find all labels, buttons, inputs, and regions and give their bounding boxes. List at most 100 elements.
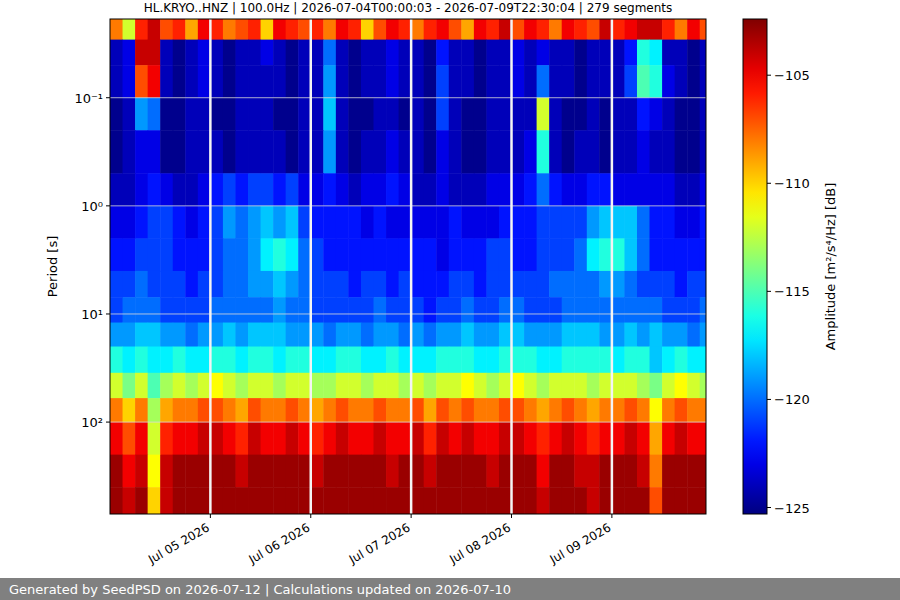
cell <box>449 40 462 66</box>
cell <box>499 373 512 399</box>
cell <box>599 422 612 455</box>
cell <box>399 487 412 514</box>
cell <box>298 98 311 131</box>
cell <box>361 271 374 298</box>
cell <box>323 19 336 40</box>
cell <box>411 173 424 206</box>
cell <box>637 455 650 488</box>
cell <box>348 65 361 98</box>
cell <box>700 65 706 98</box>
cell <box>637 297 650 323</box>
cell <box>675 422 688 455</box>
cell <box>160 347 173 374</box>
cell <box>286 398 299 422</box>
cell <box>298 206 311 239</box>
cell <box>587 455 600 488</box>
cell <box>599 40 612 66</box>
cell <box>549 19 562 40</box>
cell <box>662 323 675 347</box>
cell <box>298 398 311 422</box>
cell <box>386 487 399 514</box>
cell <box>261 19 274 40</box>
cell <box>599 347 612 374</box>
cell <box>624 323 637 347</box>
cell <box>461 173 474 206</box>
cell <box>512 297 525 323</box>
cell <box>210 173 223 206</box>
cell <box>512 373 525 399</box>
cell <box>286 347 299 374</box>
cell <box>700 422 706 455</box>
cell <box>311 65 324 98</box>
cell <box>198 487 211 514</box>
cell <box>574 323 587 347</box>
cell <box>599 323 612 347</box>
tick <box>106 97 110 98</box>
cell <box>110 323 123 347</box>
cell <box>135 487 148 514</box>
cell <box>474 455 487 488</box>
cell <box>499 271 512 298</box>
cell <box>336 40 349 66</box>
cell <box>198 65 211 98</box>
cell <box>499 130 512 174</box>
cell <box>486 238 499 271</box>
cell <box>499 98 512 131</box>
cell <box>210 455 223 488</box>
cell <box>411 455 424 488</box>
cell <box>562 347 575 374</box>
cell <box>411 238 424 271</box>
cell <box>537 206 550 239</box>
cell <box>135 455 148 488</box>
cell <box>537 98 550 131</box>
cell <box>499 398 512 422</box>
cell <box>273 98 286 131</box>
cell <box>537 271 550 298</box>
cell <box>135 19 148 40</box>
cell <box>587 347 600 374</box>
cell <box>286 65 299 98</box>
cell <box>449 65 462 98</box>
cell <box>399 238 412 271</box>
cell <box>637 487 650 514</box>
cell <box>336 19 349 40</box>
cell <box>235 422 248 455</box>
cell <box>549 398 562 422</box>
footer-bar <box>0 578 900 600</box>
cell <box>449 398 462 422</box>
cell <box>273 373 286 399</box>
cell <box>537 422 550 455</box>
cell <box>650 40 663 66</box>
cell <box>612 398 625 422</box>
cell <box>148 98 161 131</box>
cell <box>574 98 587 131</box>
cell <box>687 347 700 374</box>
cell <box>499 65 512 98</box>
cell <box>662 347 675 374</box>
cell <box>675 323 688 347</box>
cell <box>311 422 324 455</box>
cell <box>361 487 374 514</box>
grid-line <box>110 313 706 314</box>
cell <box>675 271 688 298</box>
cell <box>700 19 706 40</box>
cell <box>512 487 525 514</box>
cell <box>411 40 424 66</box>
cell <box>373 130 386 174</box>
cell <box>512 323 525 347</box>
cell <box>123 422 136 455</box>
cell <box>700 398 706 422</box>
cell <box>223 455 236 488</box>
cell <box>261 422 274 455</box>
cell <box>637 206 650 239</box>
cell <box>486 271 499 298</box>
cell <box>574 347 587 374</box>
cell <box>235 98 248 131</box>
cell <box>574 65 587 98</box>
cell <box>311 323 324 347</box>
footer: Generated by SeedPSD on 2026-07-12 | Cal… <box>9 582 511 597</box>
cell <box>135 40 148 66</box>
cell <box>399 422 412 455</box>
cell <box>524 271 537 298</box>
cell <box>248 19 261 40</box>
